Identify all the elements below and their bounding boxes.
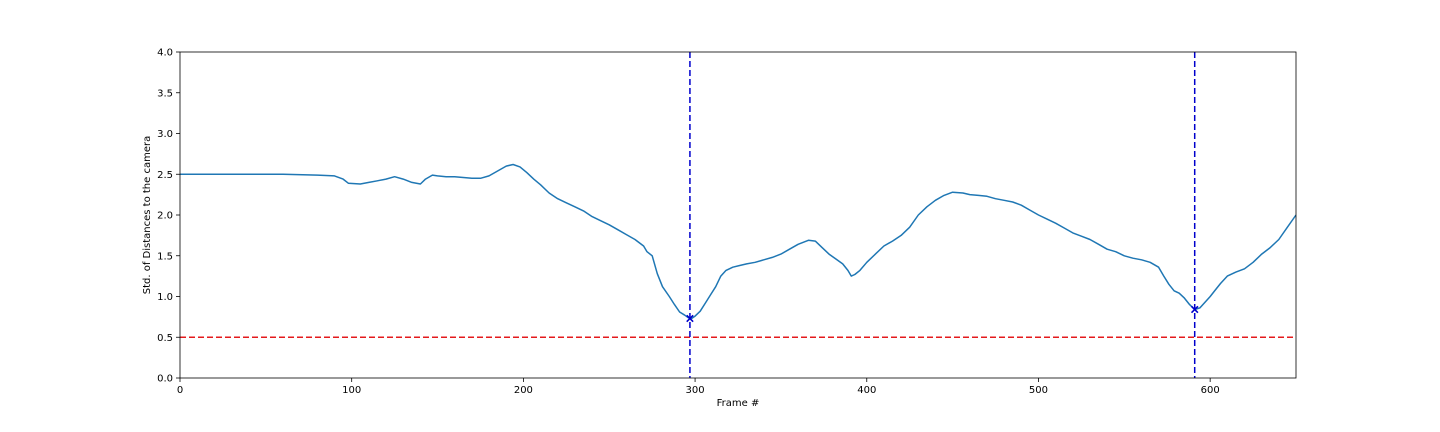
plot-area (180, 52, 1296, 378)
y-tick-label: 2.0 (157, 211, 173, 222)
y-tick-label: 0.0 (157, 374, 173, 385)
y-tick-label: 1.5 (157, 251, 173, 262)
marker-stroke (686, 314, 694, 323)
axes: 0 100 200 300 400 500 600 0.0 0.5 1.0 1.5 2.0 2.5 3.0… (157, 48, 1297, 396)
y-tick-label: 0.5 (157, 333, 173, 344)
x-axis-label: Frame # (717, 398, 760, 409)
x-tick-label: 600 (1201, 385, 1220, 396)
x-tick-label: 200 (514, 385, 533, 396)
y-tick-label: 1.0 (157, 292, 173, 303)
minimum-marker-2 (1190, 305, 1199, 314)
x-tick-label: 400 (857, 385, 876, 396)
x-tick-label: 300 (686, 385, 705, 396)
y-tick-label: 3.5 (157, 88, 173, 99)
series-line-1 (180, 163, 1296, 320)
y-tick-label: 3.0 (157, 129, 173, 140)
x-tick-label: 100 (342, 385, 361, 396)
y-tick-label: 4.0 (157, 48, 173, 59)
minimum-marker-1 (686, 314, 694, 323)
marker-stroke (1190, 305, 1199, 314)
y-tick-label: 2.5 (157, 170, 173, 181)
y-axis-label: Std. of Distances to the camera (142, 136, 153, 294)
x-tick-label: 0 (177, 385, 183, 396)
x-tick-label: 500 (1029, 385, 1048, 396)
